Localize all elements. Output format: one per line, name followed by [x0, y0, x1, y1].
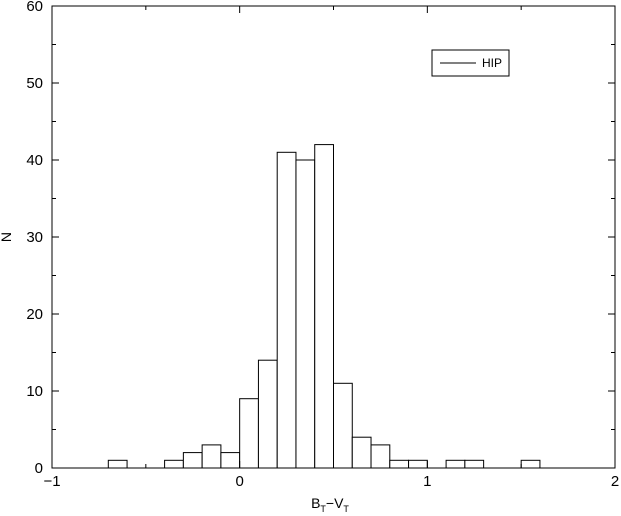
ticks-layer — [51, 5, 616, 469]
y-tick-label-1: 10 — [26, 383, 43, 400]
histogram-bar-7 — [276, 151, 297, 469]
histogram-bar-11 — [351, 436, 372, 469]
histogram-bar-16 — [464, 459, 485, 469]
histogram-bar-0 — [107, 459, 128, 469]
legend-entry-hip: HIP — [482, 56, 502, 70]
x-axis-title-mid: −V — [326, 495, 344, 511]
histogram-bar-2 — [182, 452, 203, 469]
x-axis-title-main: B — [311, 495, 320, 511]
x-axis-title-sub2: T — [343, 504, 349, 514]
histogram-bar-10 — [333, 382, 353, 469]
histogram-bar-17 — [520, 459, 541, 469]
x-tick-label-3: 2 — [611, 473, 619, 490]
plot-frame — [51, 5, 616, 469]
y-axis-title: N — [0, 232, 14, 242]
y-tick-label-6: 60 — [26, 0, 43, 15]
histogram-bar-14 — [408, 459, 428, 469]
x-axis-title: BT−VT — [311, 495, 349, 514]
histogram-bar-15 — [445, 459, 466, 469]
bars-layer — [107, 144, 541, 469]
histogram-bar-13 — [389, 459, 410, 469]
histogram-bar-6 — [257, 359, 278, 469]
x-axis-title-sub1: T — [320, 504, 326, 514]
x-tick-label-2: 1 — [423, 473, 431, 490]
x-tick-label-0: −1 — [43, 473, 60, 490]
histogram-bar-1 — [164, 459, 184, 469]
legend: HIP — [431, 49, 510, 77]
y-tick-label-2: 20 — [26, 306, 43, 323]
histogram-bar-8 — [295, 159, 316, 469]
histogram-bar-3 — [201, 444, 222, 469]
y-tick-label-0: 0 — [35, 460, 43, 477]
y-tick-label-3: 30 — [26, 229, 43, 246]
histogram-bar-4 — [220, 452, 241, 469]
y-tick-label-5: 50 — [26, 75, 43, 92]
y-tick-label-4: 40 — [26, 152, 43, 169]
histogram-bar-5 — [239, 398, 259, 469]
histogram-bar-12 — [370, 444, 391, 469]
histogram-bar-9 — [314, 144, 335, 469]
x-tick-label-1: 0 — [235, 473, 243, 490]
